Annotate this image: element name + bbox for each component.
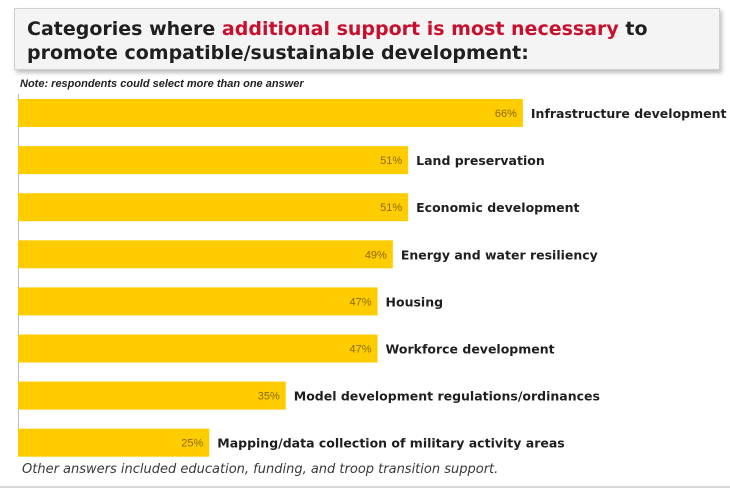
bar-4	[18, 240, 393, 269]
value-label-3: 51%	[380, 202, 402, 214]
bottom-divider	[0, 486, 730, 488]
category-label-8: Mapping/data collection of military acti…	[217, 436, 564, 451]
title-box: Categories where additional support is m…	[14, 8, 720, 70]
bar-8	[18, 428, 210, 457]
bar-7	[18, 381, 286, 410]
category-label-4: Energy and water resiliency	[401, 247, 598, 262]
bar-3	[18, 193, 409, 222]
title-part-start: Categories where	[27, 18, 222, 40]
category-label-7: Model development regulations/ordinances	[294, 389, 600, 404]
respondent-note: Note: respondents could select more than…	[20, 78, 304, 90]
bar-1	[18, 99, 523, 127]
value-label-4: 49%	[365, 249, 387, 261]
value-label-5: 47%	[350, 296, 372, 308]
value-label-6: 47%	[350, 344, 372, 356]
category-label-5: Housing	[386, 294, 444, 309]
category-label-3: Economic development	[416, 200, 579, 215]
category-label-6: Workforce development	[386, 342, 555, 357]
value-label-8: 25%	[181, 438, 203, 450]
title-part-end: to promote compatible/sustainable develo…	[27, 18, 648, 64]
footnote: Other answers included education, fundin…	[22, 462, 499, 477]
value-label-2: 51%	[380, 155, 402, 167]
axis-line	[18, 94, 19, 454]
chart-title: Categories where additional support is m…	[27, 17, 719, 65]
bar-2	[18, 146, 409, 175]
bar-5	[18, 287, 378, 316]
title-highlight: additional support is most necessary	[221, 18, 619, 40]
value-label-7: 35%	[258, 391, 280, 403]
value-label-1: 66%	[495, 108, 517, 120]
category-label-2: Land preservation	[416, 153, 545, 168]
bar-6	[18, 334, 378, 363]
category-label-1: Infrastructure development	[531, 106, 727, 121]
